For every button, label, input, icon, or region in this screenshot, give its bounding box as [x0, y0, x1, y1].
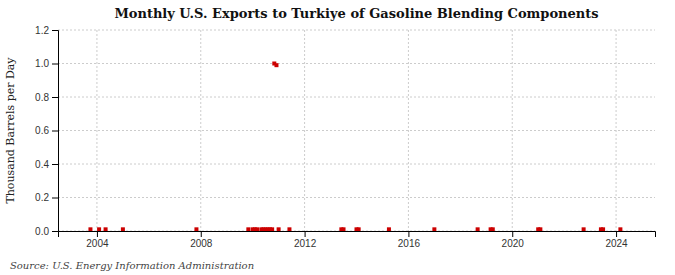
tick: 2020 — [502, 231, 525, 249]
axis-line — [52, 31, 59, 232]
grid — [58, 30, 655, 231]
tick-mark — [512, 231, 513, 237]
tick-label: 0.0 — [35, 226, 49, 237]
grid-line-x — [200, 30, 201, 231]
point — [246, 227, 250, 231]
tick-mark — [52, 198, 58, 199]
tick: 0.0 — [35, 226, 58, 237]
grid-line-x — [96, 30, 97, 231]
grid-line-y — [58, 97, 655, 98]
tick-label: 1.0 — [35, 58, 49, 69]
point — [357, 227, 361, 231]
tick: 0.2 — [35, 192, 58, 203]
tick: 0.6 — [35, 125, 58, 136]
tick-mark — [52, 164, 58, 165]
tick-mark — [97, 231, 98, 237]
point — [287, 227, 291, 231]
tick: 1.2 — [35, 25, 58, 36]
point — [274, 63, 278, 67]
tick-label: 2016 — [398, 238, 421, 249]
title: Monthly U.S. Exports to Turkiye of Gasol… — [114, 6, 598, 21]
tick: 2012 — [294, 231, 317, 249]
tick-mark — [52, 131, 58, 132]
point — [601, 227, 605, 231]
point — [582, 227, 586, 231]
point — [277, 227, 281, 231]
tick-mark — [201, 231, 202, 237]
y-axis: 0.0 0.2 0.4 0.6 0.8 1.0 1.2 — [35, 25, 58, 237]
tick-label: 2012 — [294, 238, 317, 249]
points — [88, 62, 622, 232]
tick-label: 1.2 — [35, 25, 49, 36]
tick: 1.0 — [35, 58, 58, 69]
tick: 2024 — [605, 231, 628, 249]
point — [88, 227, 92, 231]
tick-mark — [616, 231, 617, 237]
point — [387, 227, 391, 231]
tick-label: 0.4 — [35, 159, 49, 170]
tick: 0.4 — [35, 159, 58, 170]
point — [491, 227, 495, 231]
tick: 2008 — [190, 231, 213, 249]
grid-line-x — [304, 30, 305, 231]
point — [476, 227, 480, 231]
tick-mark — [52, 231, 58, 232]
point — [255, 227, 259, 231]
point — [618, 227, 622, 231]
tick-label: 2024 — [605, 238, 628, 249]
tick-label: 0.2 — [35, 192, 49, 203]
point — [194, 227, 198, 231]
x-axis: 2004 2008 2012 2016 2020 2024 — [59, 231, 656, 249]
tick-mark — [52, 64, 58, 65]
tick: 2004 — [86, 231, 109, 249]
tick-mark — [305, 231, 306, 237]
plot: 2004 2008 2012 2016 2020 2024 0.0 0.2 0.4 0.6 0.8 1… — [35, 25, 655, 249]
grid-line-y — [58, 197, 655, 198]
grid-line-y — [58, 63, 655, 64]
point — [342, 227, 346, 231]
tick-label: 2020 — [502, 238, 525, 249]
point — [97, 227, 101, 231]
point — [121, 227, 125, 231]
axis-line — [59, 232, 656, 238]
tick-mark — [52, 30, 58, 31]
source: Source: U.S. Energy Information Administ… — [10, 260, 254, 271]
tick-mark — [52, 97, 58, 98]
tick-label: 0.6 — [35, 125, 49, 136]
point — [432, 227, 436, 231]
point — [270, 227, 274, 231]
point — [538, 227, 542, 231]
grid-line-y — [58, 30, 655, 31]
tick: 2016 — [398, 231, 421, 249]
chart: 2004 2008 2012 2016 2020 2024 0.0 0.2 0.4 0.6 0.8 1… — [0, 0, 675, 275]
grid-line-x — [408, 30, 409, 231]
point — [104, 227, 108, 231]
y-axis-title: Thousand Barrels per Day — [4, 57, 17, 204]
tick-mark — [408, 231, 409, 237]
tick-label: 0.8 — [35, 92, 49, 103]
tick: 0.8 — [35, 92, 58, 103]
grid-line-y — [58, 130, 655, 131]
grid-line-x — [616, 30, 617, 231]
tick-label: 2008 — [190, 238, 213, 249]
tick-label: 2004 — [86, 238, 109, 249]
grid-line-x — [512, 30, 513, 231]
grid-line-y — [58, 164, 655, 165]
